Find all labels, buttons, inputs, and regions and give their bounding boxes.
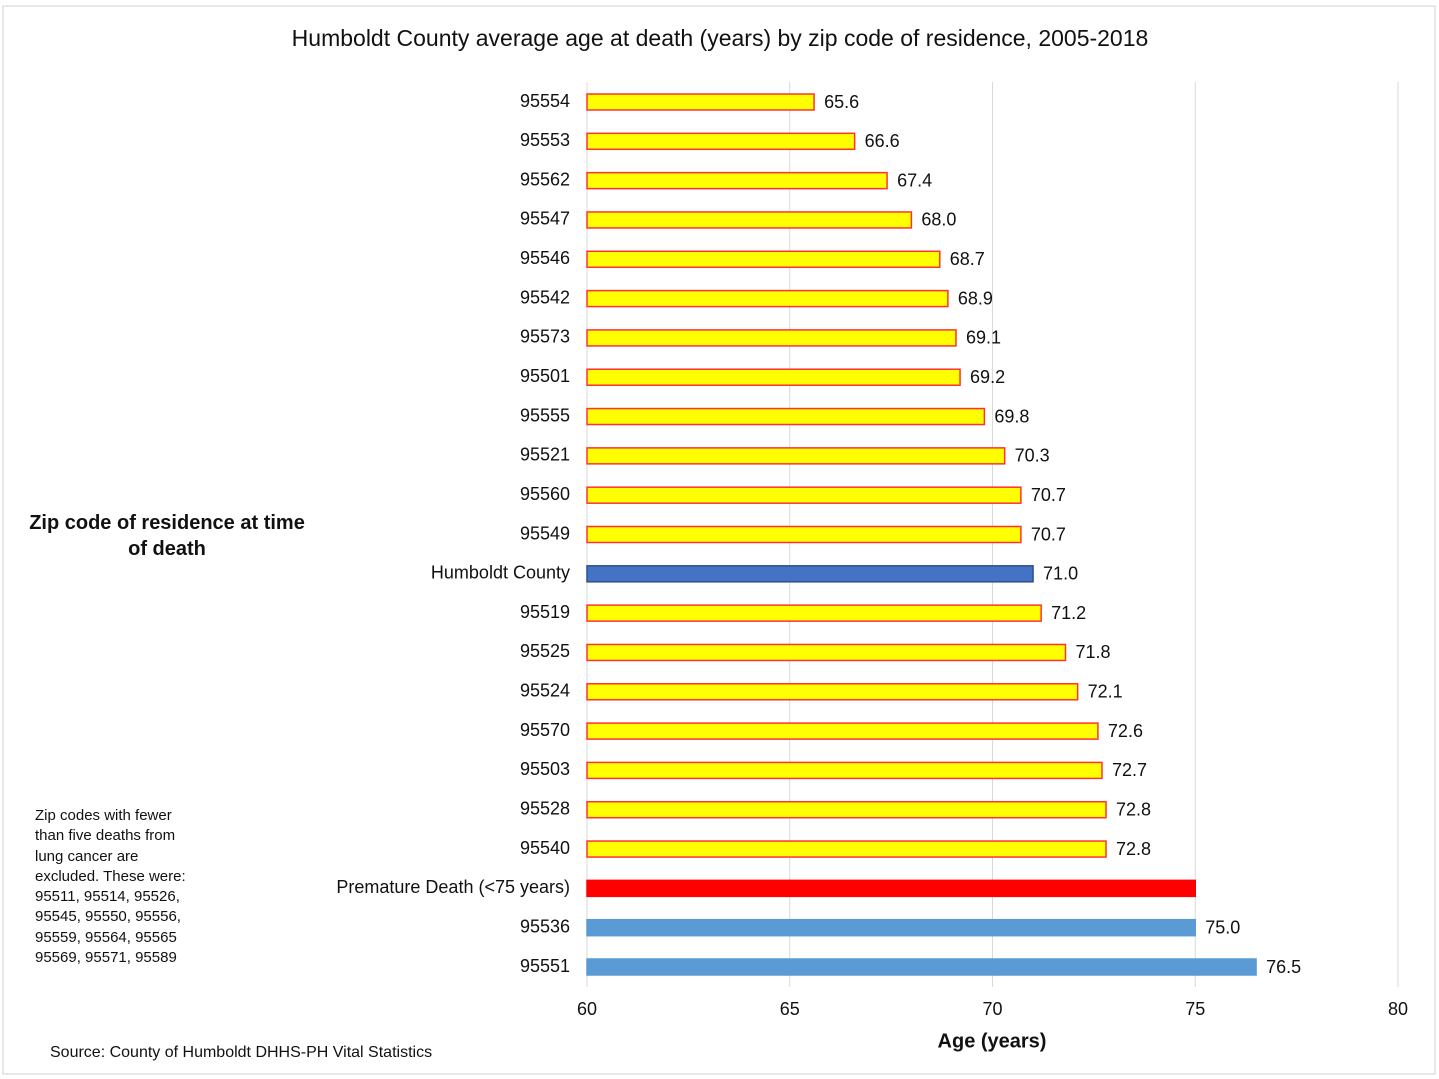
value-label: 68.7	[950, 249, 985, 269]
bar	[586, 486, 1022, 504]
y-tick-label: 95519	[520, 602, 570, 622]
y-tick-label: 95540	[520, 838, 570, 858]
y-tick-label: 95503	[520, 759, 570, 779]
y-tick-label: 95524	[520, 681, 570, 701]
value-label: 72.8	[1116, 799, 1151, 819]
x-tick-label: 70	[982, 999, 1002, 1019]
value-label: 72.7	[1112, 760, 1147, 780]
bar	[586, 250, 941, 269]
value-label: 75.0	[1205, 917, 1240, 937]
value-label: 71.2	[1051, 603, 1086, 623]
bar	[586, 171, 888, 190]
bar	[586, 643, 1067, 662]
source: Source: County of Humboldt DHHS-PH Vital…	[50, 1044, 432, 1061]
bar	[586, 800, 1107, 819]
bar	[586, 840, 1107, 858]
bar	[586, 211, 913, 229]
note-line: lung cancer are	[35, 847, 139, 865]
bar	[586, 525, 1022, 544]
value-label: 70.7	[1031, 524, 1066, 544]
chart-title: Humboldt County average age at death (ye…	[292, 25, 1149, 51]
value-label: 69.8	[994, 406, 1029, 426]
value-label: 67.4	[897, 170, 932, 190]
value-label: 76.5	[1266, 957, 1301, 977]
value-label: 68.9	[958, 288, 993, 308]
y-tick-label: 95521	[520, 445, 570, 465]
bar	[586, 958, 1257, 976]
bar	[586, 289, 949, 308]
bar	[586, 93, 815, 111]
value-label: 71.0	[1043, 564, 1078, 584]
bar	[586, 683, 1079, 701]
value-label: 69.1	[966, 328, 1001, 348]
y-tick-label: 95551	[520, 956, 570, 976]
note-line: 95545, 95550, 95556,	[35, 908, 181, 926]
frame	[2, 5, 1436, 1075]
value-label: 71.8	[1075, 642, 1110, 662]
x-tick-label: 65	[780, 999, 800, 1019]
bar	[586, 132, 856, 151]
x-tick-label: 80	[1388, 999, 1408, 1019]
value-label: 72.1	[1088, 682, 1123, 702]
bar	[586, 329, 957, 347]
bar	[586, 565, 1034, 583]
y-tick-label: 95553	[520, 130, 570, 150]
bar	[586, 761, 1103, 780]
bar	[586, 604, 1042, 622]
y-tick-label: 95536	[520, 916, 570, 936]
y-tick-label: 95542	[520, 287, 570, 307]
bar	[586, 722, 1099, 740]
note-line: 95569, 95571, 95589	[35, 949, 177, 967]
y-tick-label: 95501	[520, 366, 570, 386]
y-axis-label: Zip code of residence at time of death	[29, 512, 305, 560]
note-line: 95511, 95514, 95526,	[35, 888, 180, 906]
x-axis-label: Age (years)	[938, 1030, 1047, 1052]
y-tick-label: Humboldt County	[431, 563, 570, 583]
y-tick-label: 95547	[520, 209, 570, 229]
y-tick-label: 95555	[520, 405, 570, 425]
value-label: 72.6	[1108, 721, 1143, 741]
y-tick-label: 95528	[520, 798, 570, 818]
y-tick-label: 95549	[520, 523, 570, 543]
value-label: 72.8	[1116, 839, 1151, 859]
bar	[586, 368, 961, 386]
value-label: 69.2	[970, 367, 1005, 387]
x-tick-label: 60	[577, 999, 597, 1019]
x-tick-label: 75	[1185, 999, 1205, 1019]
value-label: 70.7	[1031, 485, 1066, 505]
note-line: than five deaths from	[35, 827, 176, 845]
value-label: 66.6	[865, 131, 900, 151]
bar	[586, 447, 1006, 465]
bar	[586, 407, 986, 426]
note-line: excluded. These were:	[35, 867, 186, 885]
y-tick-label: 95554	[520, 91, 570, 111]
y-tick-label: 95525	[520, 641, 570, 661]
value-label: 70.3	[1015, 446, 1050, 466]
value-label: 68.0	[921, 210, 956, 230]
y-tick-label: 95570	[520, 720, 570, 740]
note: Zip codes with fewer than five deaths fro…	[35, 806, 186, 968]
bar	[586, 918, 1196, 937]
bar	[586, 879, 1196, 898]
y-tick-label: 95546	[520, 248, 570, 268]
y-tick-label: 95560	[520, 484, 570, 504]
note-line: 95559, 95564, 95565	[35, 928, 177, 946]
y-tick-label: 95573	[520, 327, 570, 347]
y-tick-label: Premature Death (<75 years)	[336, 877, 570, 897]
note-line: Zip codes with fewer	[35, 807, 172, 824]
y-tick-label: 95562	[520, 169, 570, 189]
value-label: 65.6	[824, 92, 859, 112]
